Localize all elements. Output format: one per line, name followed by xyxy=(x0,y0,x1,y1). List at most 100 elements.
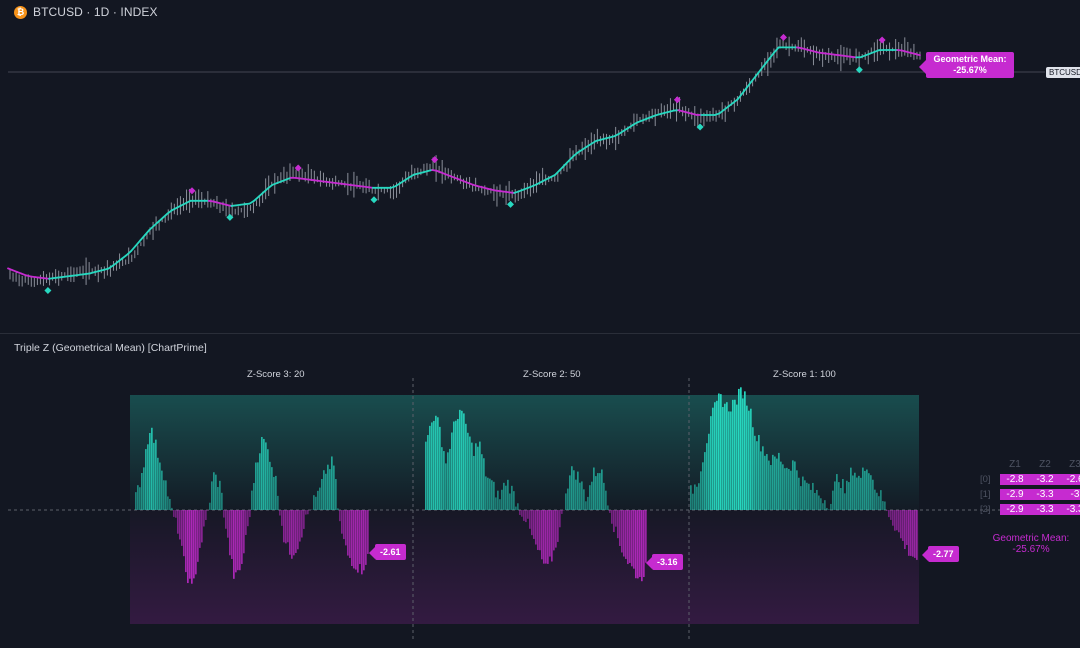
trend-segment xyxy=(262,187,269,194)
z-score-bar-positive xyxy=(810,489,812,510)
pane-divider[interactable] xyxy=(0,333,1080,334)
z3-value-tag: -2.61 xyxy=(369,544,406,560)
trend-segment xyxy=(403,176,411,182)
bitcoin-icon: ₿ xyxy=(14,5,27,19)
z-score-bar-positive xyxy=(786,467,788,510)
z-score-bar-positive xyxy=(213,472,215,510)
z-score-bar-positive xyxy=(836,474,838,510)
price-chart[interactable] xyxy=(0,22,1080,332)
z-score-bar-negative xyxy=(537,510,539,550)
trend-segment xyxy=(139,234,146,242)
symbol-title[interactable]: BTCUSD · 1D · INDEX xyxy=(33,5,158,19)
geometric-mean-label: Geometric Mean: -25.67% xyxy=(919,52,1014,78)
z-score-bar-positive xyxy=(427,435,429,510)
z-score-bar-negative xyxy=(900,510,902,539)
z-score-bar-negative xyxy=(367,510,369,554)
z-score-bar-positive xyxy=(798,477,800,510)
z-score-bar-positive xyxy=(784,468,786,510)
z-score-bar-negative xyxy=(559,510,561,528)
z-score-bar-positive xyxy=(700,471,702,510)
z-score-bar-positive xyxy=(826,507,828,510)
z-score-bar-positive xyxy=(447,452,449,510)
z-score-bar-positive xyxy=(710,416,712,510)
z-score-bar-positive xyxy=(161,470,163,510)
z-score-bar-positive xyxy=(461,410,463,510)
z-score-bar-negative xyxy=(237,510,239,571)
trend-segment xyxy=(125,250,133,257)
z-score-bar-negative xyxy=(886,510,888,511)
z-score-bar-positive xyxy=(425,441,427,510)
z-score-bar-positive xyxy=(856,477,858,510)
z-score-bar-positive xyxy=(479,441,481,510)
z-score-bar-positive xyxy=(585,501,587,510)
z-score-bar-positive xyxy=(151,427,153,510)
z-score-bar-positive xyxy=(760,451,762,510)
z-score-bar-negative xyxy=(611,510,613,524)
z-score-bar-positive xyxy=(483,458,485,510)
z-score-bar-positive xyxy=(800,486,802,510)
z-score-bar-positive xyxy=(607,505,609,510)
z-score-bar-positive xyxy=(732,399,734,510)
z-score-bar-negative xyxy=(235,510,237,573)
z-score-bar-positive xyxy=(511,485,513,510)
trend-segment xyxy=(111,261,119,267)
z-score-bar-positive xyxy=(720,394,722,510)
geometric-mean-table: Geometric Mean: -25.67% xyxy=(976,533,1080,555)
z-score-bar-positive xyxy=(149,433,151,510)
z-score-bar-negative xyxy=(347,510,349,556)
trend-segment xyxy=(914,53,921,57)
trend-segment xyxy=(130,244,137,252)
trend-segment xyxy=(166,209,174,215)
oscillator-chart[interactable] xyxy=(0,360,1080,648)
z-score-bar-negative xyxy=(539,510,541,551)
z-score-bar-positive xyxy=(776,458,778,510)
z-score-bar-negative xyxy=(906,510,908,546)
z-score-bar-negative xyxy=(523,510,525,521)
geometric-mean-table-title: Geometric Mean: xyxy=(992,533,1070,544)
trend-segment xyxy=(581,145,589,151)
z-score-bar-positive xyxy=(748,410,750,510)
sell-signal-marker xyxy=(780,33,787,41)
buy-signal-marker xyxy=(370,196,378,204)
indicator-title[interactable]: Triple Z (Geometrical Mean) [ChartPrime] xyxy=(14,342,207,354)
z-score-bar-negative xyxy=(293,510,295,556)
z-score-bar-positive xyxy=(866,469,868,510)
z-score-bar-positive xyxy=(788,469,790,510)
z-score-bar-negative xyxy=(545,510,547,564)
z-score-bar-negative xyxy=(645,510,647,563)
z-score-bar-positive xyxy=(481,454,483,510)
z-score-bar-positive xyxy=(782,464,784,510)
z-score-bar-negative xyxy=(547,510,549,564)
z-score-bar-negative xyxy=(914,510,916,558)
z-score-bar-negative xyxy=(633,510,635,569)
z-score-bar-positive xyxy=(876,492,878,510)
z-score-bar-positive xyxy=(750,408,752,510)
z-score-bar-positive xyxy=(325,473,327,510)
z-table-row: [2] -2.9 -3.3 -3.3 xyxy=(980,502,1080,516)
z-score-bar-negative xyxy=(183,510,185,557)
trend-segment xyxy=(153,220,160,227)
trend-segment xyxy=(768,51,775,60)
z-score-bar-negative xyxy=(894,510,896,531)
z-score-bar-negative xyxy=(195,510,197,575)
sell-signal-marker xyxy=(188,187,196,195)
z-score-bar-positive xyxy=(449,448,451,510)
z-score-bar-positive xyxy=(834,481,836,510)
z-score-bar-positive xyxy=(870,475,872,510)
trend-segment xyxy=(577,148,584,154)
z-score-bar-positive xyxy=(437,417,439,510)
trend-segment xyxy=(723,105,730,111)
z-score-bar-positive xyxy=(571,466,573,510)
z-score-bar-positive xyxy=(499,499,501,510)
z-score-bar-positive xyxy=(473,455,475,510)
z-score-bar-negative xyxy=(249,510,251,518)
z-score-bar-positive xyxy=(253,483,255,510)
z-score-bar-positive xyxy=(507,479,509,510)
z-score-bar-negative xyxy=(307,510,309,515)
z-score-bar-negative xyxy=(203,510,205,527)
z-score-bar-positive xyxy=(463,413,465,510)
z-score-bar-positive xyxy=(317,490,319,510)
trend-line-group xyxy=(7,46,921,280)
z-score-bar-positive xyxy=(816,489,818,510)
z-score-bar-positive xyxy=(754,435,756,510)
